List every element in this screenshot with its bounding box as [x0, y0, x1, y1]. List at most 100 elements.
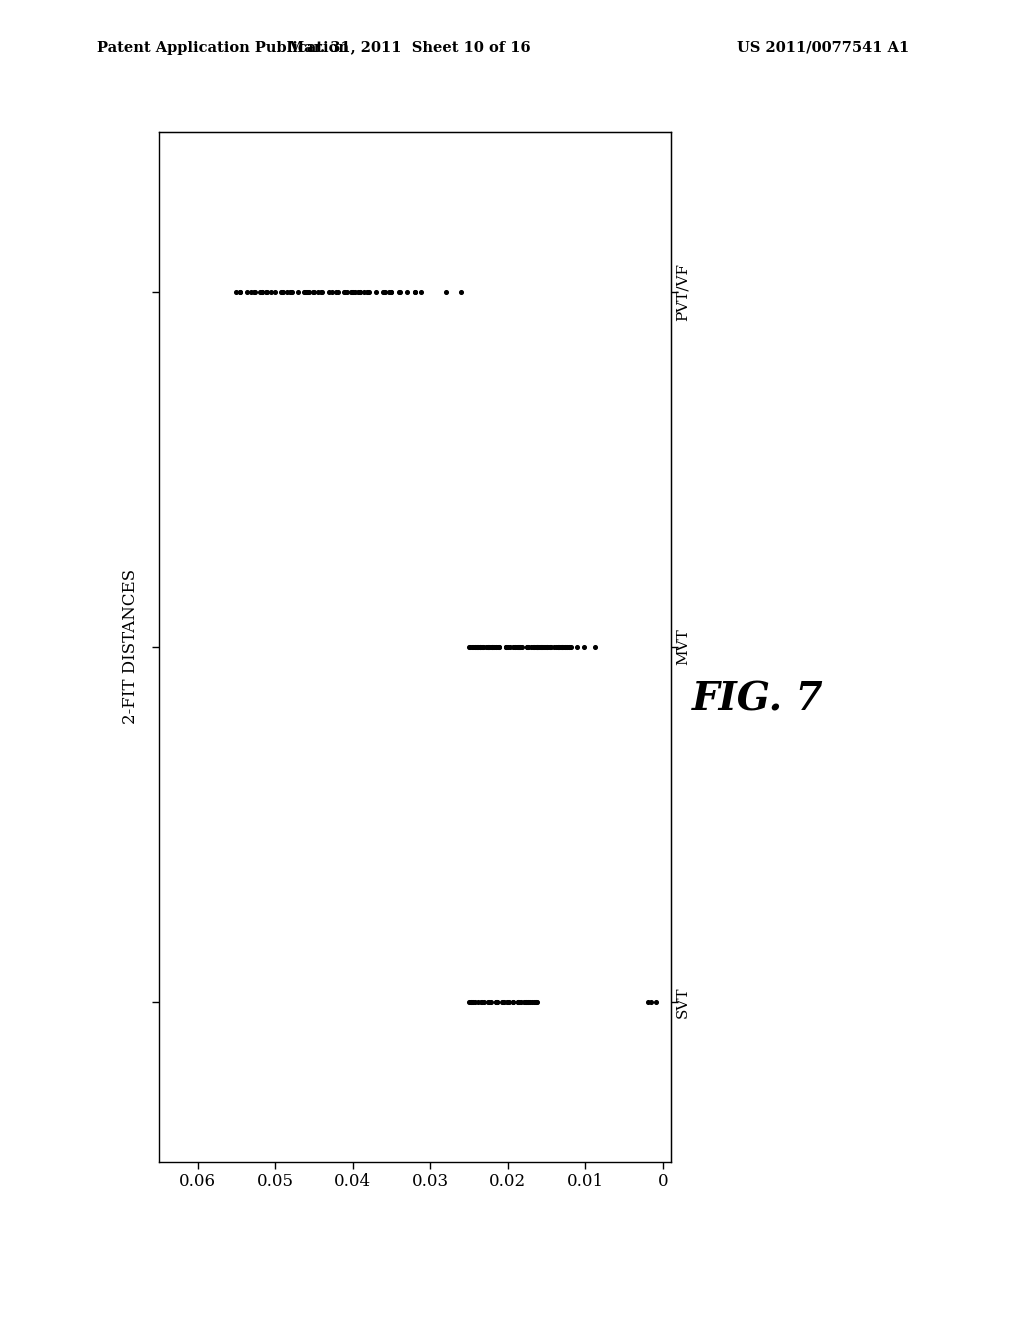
Point [468, 636, 484, 657]
Point [513, 991, 529, 1012]
Point [253, 281, 269, 302]
Point [413, 281, 429, 302]
Point [537, 636, 553, 657]
Point [542, 636, 558, 657]
Text: Mar. 31, 2011  Sheet 10 of 16: Mar. 31, 2011 Sheet 10 of 16 [289, 41, 530, 54]
Point [568, 636, 585, 657]
Point [472, 991, 488, 1012]
Point [510, 991, 526, 1012]
Point [358, 281, 375, 302]
Point [559, 636, 575, 657]
Point [375, 281, 391, 302]
Point [500, 991, 516, 1012]
Point [502, 636, 518, 657]
Point [368, 281, 384, 302]
Point [467, 636, 483, 657]
Point [516, 991, 532, 1012]
Point [551, 636, 567, 657]
Point [239, 281, 255, 302]
Text: PVT/VF: PVT/VF [676, 263, 690, 321]
Point [479, 991, 496, 1012]
Point [469, 636, 485, 657]
Point [481, 636, 498, 657]
Point [509, 991, 525, 1012]
Point [391, 281, 408, 302]
Point [534, 636, 550, 657]
Point [301, 281, 317, 302]
Point [461, 991, 477, 1012]
Point [562, 636, 579, 657]
Point [553, 636, 569, 657]
Point [526, 991, 543, 1012]
Point [519, 636, 536, 657]
Point [251, 281, 267, 302]
Point [306, 281, 323, 302]
Point [575, 636, 592, 657]
Point [495, 991, 511, 1012]
Point [474, 636, 490, 657]
Point [512, 636, 528, 657]
Point [490, 636, 507, 657]
Point [284, 281, 300, 302]
Point [376, 281, 392, 302]
Point [343, 281, 359, 302]
Point [532, 636, 549, 657]
Point [330, 281, 346, 302]
Point [484, 636, 501, 657]
Point [522, 991, 539, 1012]
Point [529, 636, 546, 657]
Point [465, 636, 481, 657]
Point [489, 636, 506, 657]
Point [524, 991, 541, 1012]
Point [246, 281, 262, 302]
Point [498, 636, 514, 657]
Point [391, 281, 408, 302]
Point [254, 281, 270, 302]
Point [518, 991, 535, 1012]
Point [535, 636, 551, 657]
Point [273, 281, 290, 302]
Point [532, 636, 549, 657]
Point [485, 636, 502, 657]
Point [550, 636, 566, 657]
Point [490, 636, 507, 657]
Point [555, 636, 571, 657]
Point [518, 636, 535, 657]
Point [336, 281, 352, 302]
Point [453, 281, 469, 302]
Point [548, 636, 564, 657]
Point [297, 281, 313, 302]
Point [329, 281, 345, 302]
Point [243, 281, 259, 302]
Point [313, 281, 330, 302]
Point [498, 636, 514, 657]
Point [296, 281, 312, 302]
Point [510, 636, 526, 657]
Point [561, 636, 578, 657]
Point [408, 281, 424, 302]
Point [542, 636, 558, 657]
Point [557, 636, 573, 657]
Point [539, 636, 555, 657]
Point [305, 281, 322, 302]
Point [232, 281, 249, 302]
Point [377, 281, 393, 302]
Point [259, 281, 275, 302]
Point [463, 991, 479, 1012]
Point [509, 636, 525, 657]
Point [272, 281, 289, 302]
Point [525, 636, 542, 657]
Point [554, 636, 570, 657]
Point [475, 636, 492, 657]
Point [470, 636, 486, 657]
Point [488, 991, 505, 1012]
Point [501, 991, 517, 1012]
Point [551, 636, 567, 657]
Point [247, 281, 263, 302]
Point [511, 636, 527, 657]
Point [267, 281, 284, 302]
Point [470, 991, 486, 1012]
Point [475, 636, 492, 657]
Point [554, 636, 570, 657]
Point [528, 636, 545, 657]
